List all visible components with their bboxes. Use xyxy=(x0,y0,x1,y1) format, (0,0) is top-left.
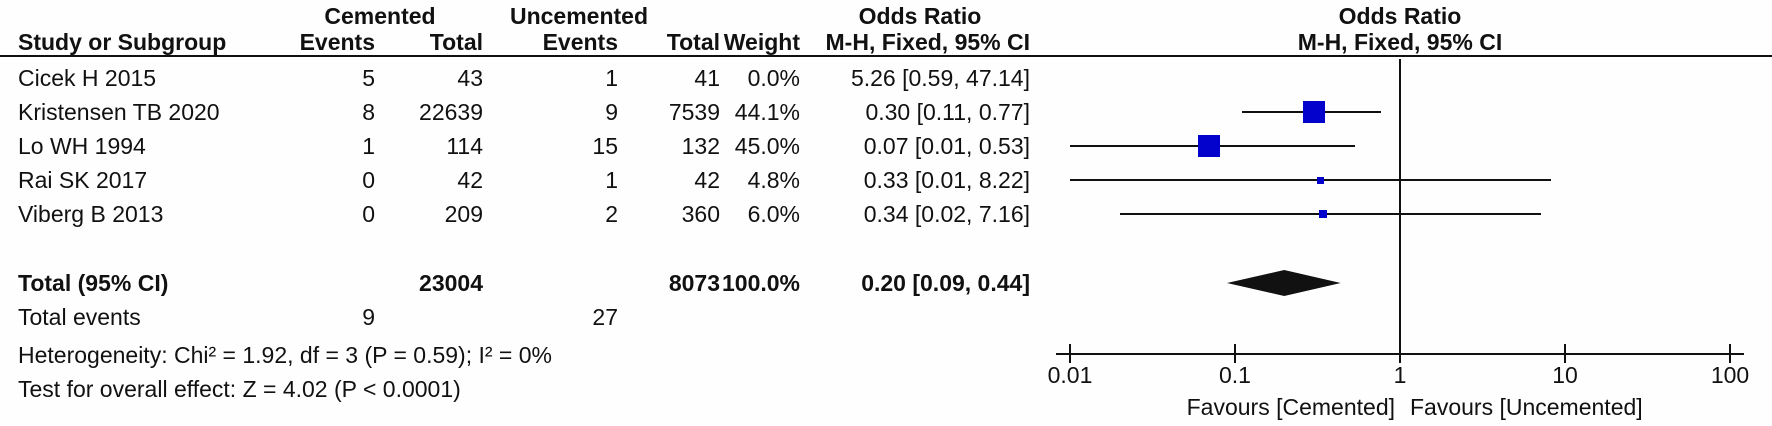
x-axis-tick-label: 10 xyxy=(1552,362,1578,388)
or-column-header: Odds Ratio xyxy=(858,3,982,29)
study-name: Kristensen TB 2020 xyxy=(18,99,220,125)
ci-line xyxy=(1119,213,1542,215)
events2-value: 1 xyxy=(605,167,618,193)
or-point-marker xyxy=(1317,176,1325,184)
events2-value: 15 xyxy=(592,133,618,159)
overall-effect-stats: Test for overall effect: Z = 4.02 (P < 0… xyxy=(18,376,461,402)
column-header-events1: Events xyxy=(299,29,375,55)
study-name: Rai SK 2017 xyxy=(18,167,148,193)
column-header-total2: Total xyxy=(666,29,720,55)
header-divider xyxy=(0,55,1772,57)
column-header-or-ci: M-H, Fixed, 95% CI xyxy=(825,29,1030,55)
events1-value: 8 xyxy=(362,99,375,125)
weight-value: 0.0% xyxy=(747,65,800,91)
or-point-marker xyxy=(1302,101,1325,123)
ci-line xyxy=(1070,179,1551,181)
column-header-study: Study or Subgroup xyxy=(18,29,227,55)
heterogeneity-stats: Heterogeneity: Chi² = 1.92, df = 3 (P = … xyxy=(18,342,552,368)
total1-value: 114 xyxy=(446,133,483,159)
or-point-marker xyxy=(1318,210,1327,218)
events2-value: 1 xyxy=(605,65,618,91)
weight-value: 45.0% xyxy=(734,133,800,159)
events1-value: 0 xyxy=(362,201,375,227)
total2-value: 132 xyxy=(681,133,720,159)
total2-value: 360 xyxy=(681,201,720,227)
total1-value: 43 xyxy=(457,65,483,91)
group-header-uncemented: Uncemented xyxy=(509,3,649,29)
favours-right-label: Favours [Uncemented] xyxy=(1410,394,1643,420)
plot-subheader: M-H, Fixed, 95% CI xyxy=(1297,29,1503,55)
events2-value: 2 xyxy=(605,201,618,227)
total-events-label: Total events xyxy=(18,304,141,330)
weight-value: 44.1% xyxy=(734,99,800,125)
total1-value: 209 xyxy=(444,201,483,227)
total-label: Total (95% CI) xyxy=(18,270,169,296)
study-name: Cicek H 2015 xyxy=(18,65,157,91)
weight-value: 6.0% xyxy=(747,201,800,227)
or-ci-value: 0.33 [0.01, 8.22] xyxy=(863,167,1030,193)
x-axis-tick xyxy=(1234,344,1236,363)
total2-value: 42 xyxy=(694,167,720,193)
x-axis-tick-label: 100 xyxy=(1710,362,1750,388)
x-axis-tick-label: 0.01 xyxy=(1047,362,1093,388)
x-axis-tick xyxy=(1069,344,1071,363)
total2-value: 7539 xyxy=(668,99,720,125)
x-axis-tick xyxy=(1399,344,1401,363)
or-point-marker xyxy=(1198,135,1221,157)
weight-value: 4.8% xyxy=(747,167,800,193)
events2-value: 9 xyxy=(605,99,618,125)
total-or-ci: 0.20 [0.09, 0.44] xyxy=(861,270,1030,296)
or-ci-value: 5.26 [0.59, 47.14] xyxy=(850,65,1030,91)
or-ci-value: 0.30 [0.11, 0.77] xyxy=(865,99,1030,125)
x-axis-tick xyxy=(1729,344,1731,363)
group-header-cemented: Cemented xyxy=(324,3,436,29)
column-header-events2: Events xyxy=(542,29,618,55)
x-axis-tick-label: 1 xyxy=(1393,362,1407,388)
events1-value: 5 xyxy=(362,65,375,91)
total2-sum: 8073 xyxy=(668,270,720,296)
total2-value: 41 xyxy=(694,65,720,91)
null-effect-line xyxy=(1399,59,1401,362)
x-axis-tick xyxy=(1564,344,1566,363)
study-name: Lo WH 1994 xyxy=(18,133,146,159)
total1-sum: 23004 xyxy=(419,270,483,296)
total-diamond xyxy=(1227,270,1342,296)
total-events2: 27 xyxy=(592,304,618,330)
or-ci-value: 0.07 [0.01, 0.53] xyxy=(863,133,1030,159)
events1-value: 0 xyxy=(362,167,375,193)
total1-value: 42 xyxy=(457,167,483,193)
study-name: Viberg B 2013 xyxy=(18,201,164,227)
favours-left-label: Favours [Cemented] xyxy=(1186,394,1395,420)
events1-value: 1 xyxy=(362,133,375,159)
weight-sum: 100.0% xyxy=(721,270,800,296)
column-header-weight: Weight xyxy=(723,29,800,55)
plot-header: Odds Ratio xyxy=(1338,3,1462,29)
total1-value: 22639 xyxy=(419,99,483,125)
total-events1: 9 xyxy=(362,304,375,330)
column-header-total1: Total xyxy=(429,29,483,55)
x-axis-tick-label: 0.1 xyxy=(1219,362,1251,388)
or-ci-value: 0.34 [0.02, 7.16] xyxy=(863,201,1030,227)
